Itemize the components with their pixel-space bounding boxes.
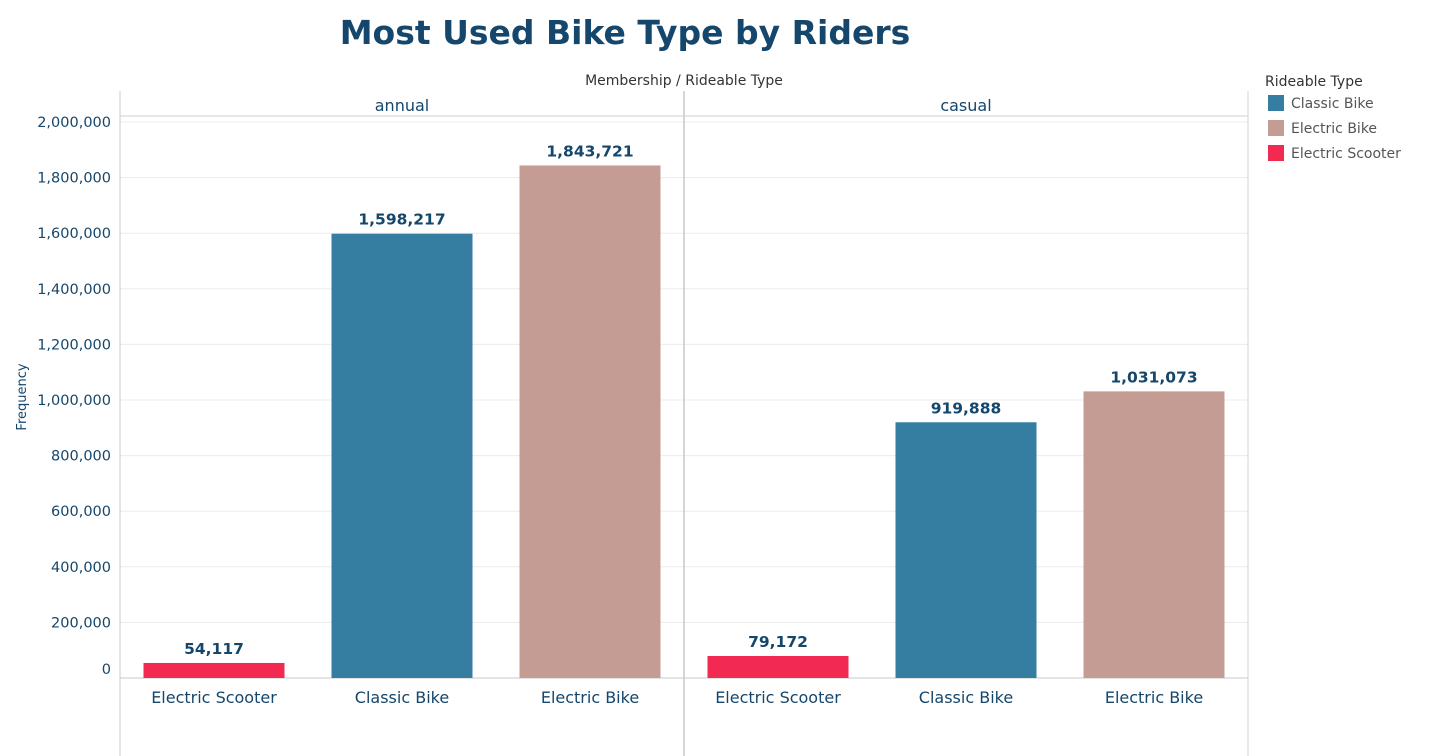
y-tick-label: 200,000 — [51, 615, 111, 631]
data-label: 1,843,721 — [546, 142, 633, 160]
bar[interactable] — [331, 233, 473, 678]
y-axis-ticks: 0 200,000 400,000 600,000 800,000 1,000,000 1,… — [37, 115, 111, 678]
x-tick-label: Classic Bike — [919, 688, 1013, 707]
y-axis-label: Frequency — [15, 363, 30, 430]
legend-item[interactable]: Electric Bike — [1268, 120, 1377, 137]
x-tick-label: Classic Bike — [355, 688, 449, 707]
panel-frame — [119, 91, 1249, 756]
legend-title: Rideable Type — [1265, 74, 1363, 90]
data-label: 1,031,073 — [1110, 368, 1197, 386]
panel-annual: annual 54,117 Electric Scooter 1,598,217 Cla… — [143, 96, 661, 707]
legend-item[interactable]: Electric Scooter — [1268, 145, 1401, 162]
legend-item[interactable]: Classic Bike — [1268, 95, 1374, 112]
x-tick-label: Electric Bike — [541, 688, 639, 707]
y-tick-label: 1,200,000 — [37, 337, 111, 353]
bar[interactable] — [895, 422, 1037, 678]
column-header: Membership / Rideable Type — [585, 73, 783, 89]
y-tick-label: 1,000,000 — [37, 393, 111, 409]
y-tick-label: 1,400,000 — [37, 282, 111, 298]
chart-title: Most Used Bike Type by Riders — [340, 13, 911, 52]
data-label: 79,172 — [748, 633, 808, 651]
bar[interactable] — [707, 655, 849, 678]
legend-label: Classic Bike — [1291, 96, 1374, 112]
legend-label: Electric Bike — [1291, 121, 1377, 137]
bar[interactable] — [143, 662, 285, 678]
y-tick-label: 0 — [102, 662, 111, 678]
y-tick-label: 1,800,000 — [37, 171, 111, 187]
y-tick-label: 800,000 — [51, 449, 111, 465]
legend-swatch — [1268, 145, 1284, 161]
x-tick-label: Electric Bike — [1105, 688, 1203, 707]
legend-swatch — [1268, 120, 1284, 136]
x-tick-label: Electric Scooter — [151, 688, 277, 707]
panel-label: casual — [940, 96, 991, 115]
data-label: 919,888 — [931, 399, 1002, 417]
data-label: 1,598,217 — [358, 211, 445, 229]
legend[interactable]: Rideable Type Classic Bike Electric Bike E… — [1265, 74, 1401, 162]
legend-label: Electric Scooter — [1291, 146, 1401, 162]
y-tick-label: 1,600,000 — [37, 226, 111, 242]
data-label: 54,117 — [184, 640, 244, 658]
x-tick-label: Electric Scooter — [715, 688, 841, 707]
y-tick-label: 2,000,000 — [37, 115, 111, 131]
y-tick-label: 600,000 — [51, 504, 111, 520]
y-tick-label: 400,000 — [51, 560, 111, 576]
bar[interactable] — [1083, 391, 1225, 678]
legend-swatch — [1268, 95, 1284, 111]
bar[interactable] — [519, 165, 661, 678]
panels: annual 54,117 Electric Scooter 1,598,217 Cla… — [143, 96, 1225, 707]
panel-casual: casual 79,172 Electric Scooter 919,888 Class… — [707, 96, 1225, 707]
panel-label: annual — [375, 96, 429, 115]
